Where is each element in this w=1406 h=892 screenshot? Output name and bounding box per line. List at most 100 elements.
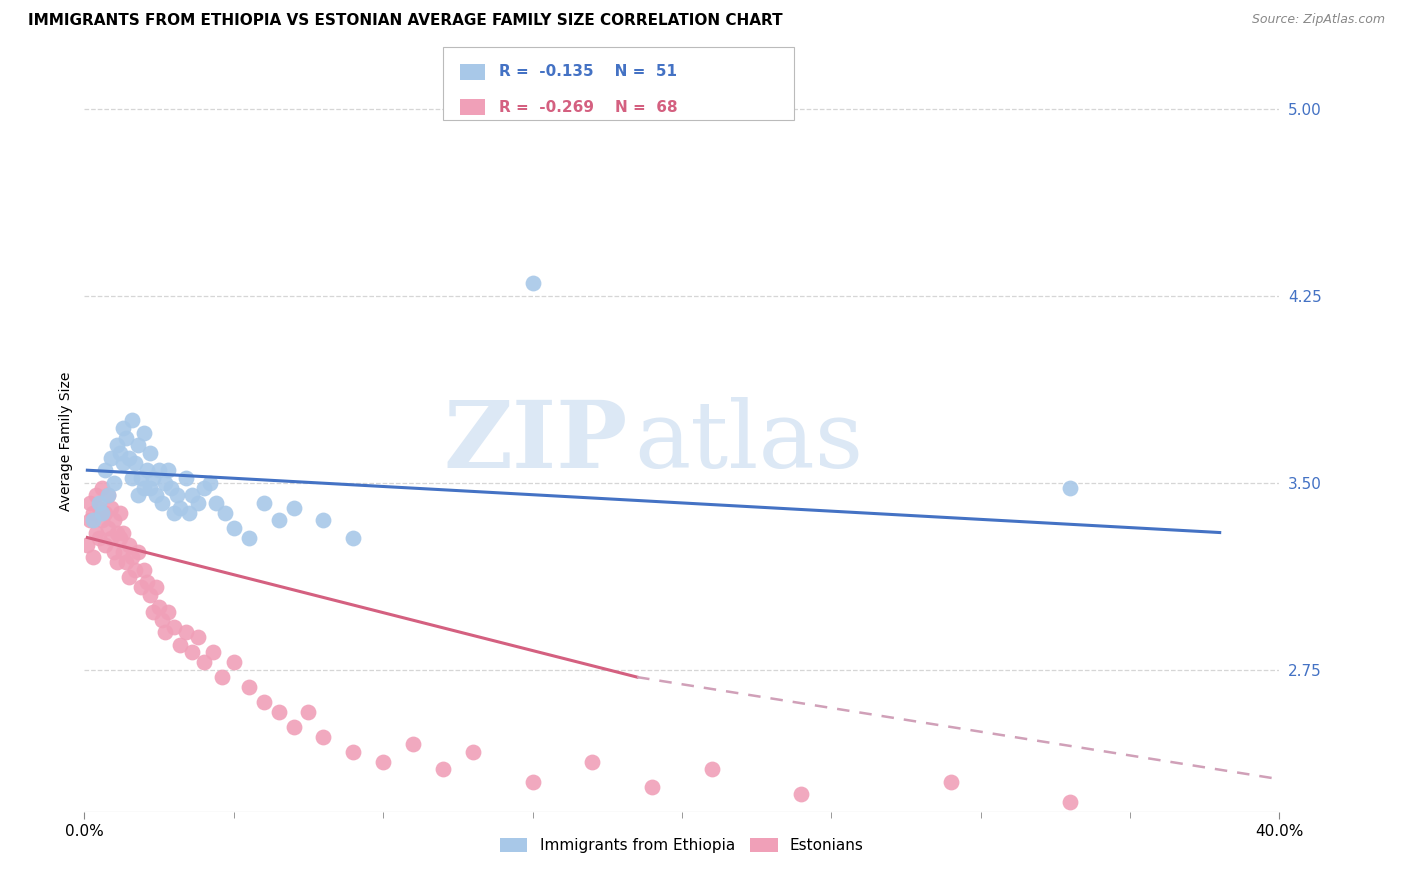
Point bbox=[163, 506, 186, 520]
Legend: Immigrants from Ethiopia, Estonians: Immigrants from Ethiopia, Estonians bbox=[494, 832, 870, 860]
Point bbox=[82, 550, 104, 565]
Point bbox=[100, 531, 122, 545]
Point bbox=[127, 488, 149, 502]
Point bbox=[522, 774, 544, 789]
Point bbox=[118, 450, 141, 465]
Point bbox=[132, 481, 156, 495]
Point bbox=[222, 655, 245, 669]
Point bbox=[1059, 795, 1081, 809]
Point bbox=[283, 500, 305, 515]
Point bbox=[103, 475, 125, 490]
Text: Source: ZipAtlas.com: Source: ZipAtlas.com bbox=[1251, 13, 1385, 27]
Point bbox=[82, 513, 104, 527]
Point bbox=[160, 481, 183, 495]
Point bbox=[153, 475, 176, 490]
Point bbox=[139, 446, 162, 460]
Point bbox=[253, 495, 276, 509]
Point bbox=[124, 563, 146, 577]
Point bbox=[181, 645, 204, 659]
Point bbox=[129, 580, 152, 594]
Point bbox=[121, 413, 143, 427]
Point bbox=[115, 556, 138, 570]
Point bbox=[939, 774, 962, 789]
Point bbox=[100, 500, 122, 515]
Point bbox=[312, 513, 335, 527]
Text: IMMIGRANTS FROM ETHIOPIA VS ESTONIAN AVERAGE FAMILY SIZE CORRELATION CHART: IMMIGRANTS FROM ETHIOPIA VS ESTONIAN AVE… bbox=[28, 13, 783, 29]
Point bbox=[222, 520, 245, 534]
Point bbox=[103, 513, 125, 527]
Point bbox=[238, 680, 260, 694]
Point bbox=[205, 495, 228, 509]
Text: R =  -0.269    N =  68: R = -0.269 N = 68 bbox=[499, 100, 678, 114]
Point bbox=[124, 456, 146, 470]
Point bbox=[76, 538, 98, 552]
Point bbox=[641, 780, 664, 794]
Point bbox=[157, 463, 180, 477]
Point bbox=[201, 645, 224, 659]
Point bbox=[174, 625, 197, 640]
Point bbox=[342, 745, 364, 759]
Point bbox=[94, 538, 117, 552]
Point bbox=[110, 446, 132, 460]
Point bbox=[169, 500, 191, 515]
Point bbox=[148, 600, 170, 615]
Point bbox=[193, 481, 215, 495]
Point bbox=[105, 525, 128, 540]
Point bbox=[110, 506, 132, 520]
Point bbox=[157, 605, 180, 619]
Point bbox=[166, 488, 188, 502]
Point bbox=[145, 580, 167, 594]
Y-axis label: Average Family Size: Average Family Size bbox=[59, 372, 73, 511]
Point bbox=[112, 456, 135, 470]
Point bbox=[97, 488, 120, 502]
Point bbox=[163, 620, 186, 634]
Point bbox=[148, 463, 170, 477]
Point bbox=[112, 525, 135, 540]
Point bbox=[121, 550, 143, 565]
Point bbox=[129, 471, 152, 485]
Point bbox=[193, 655, 215, 669]
Text: R =  -0.135    N =  51: R = -0.135 N = 51 bbox=[499, 64, 678, 79]
Point bbox=[790, 787, 813, 801]
Text: ZIP: ZIP bbox=[444, 397, 628, 486]
Point bbox=[267, 513, 290, 527]
Point bbox=[461, 745, 484, 759]
Point bbox=[115, 431, 138, 445]
Point bbox=[342, 531, 364, 545]
Point bbox=[94, 463, 117, 477]
Point bbox=[283, 720, 305, 734]
Point bbox=[91, 481, 114, 495]
Point bbox=[153, 625, 176, 640]
Point bbox=[105, 556, 128, 570]
Point bbox=[89, 495, 111, 509]
Point bbox=[132, 563, 156, 577]
Point bbox=[174, 471, 197, 485]
Point bbox=[89, 500, 111, 515]
Point bbox=[89, 531, 111, 545]
Point bbox=[97, 520, 120, 534]
Point bbox=[187, 630, 209, 644]
Point bbox=[86, 488, 108, 502]
Point bbox=[112, 545, 135, 559]
Point bbox=[132, 425, 156, 440]
Point bbox=[118, 570, 141, 584]
Point bbox=[97, 488, 120, 502]
Point bbox=[118, 538, 141, 552]
Point bbox=[127, 545, 149, 559]
Point bbox=[187, 495, 209, 509]
Point bbox=[91, 513, 114, 527]
Point bbox=[142, 605, 165, 619]
Point bbox=[700, 762, 723, 776]
Point bbox=[150, 495, 173, 509]
Point bbox=[105, 438, 128, 452]
Point bbox=[94, 506, 117, 520]
Point bbox=[312, 730, 335, 744]
Point bbox=[79, 495, 101, 509]
Point bbox=[136, 463, 159, 477]
Point bbox=[253, 695, 276, 709]
Point bbox=[181, 488, 204, 502]
Point bbox=[142, 471, 165, 485]
Point bbox=[121, 471, 143, 485]
Point bbox=[150, 613, 173, 627]
Point bbox=[112, 421, 135, 435]
